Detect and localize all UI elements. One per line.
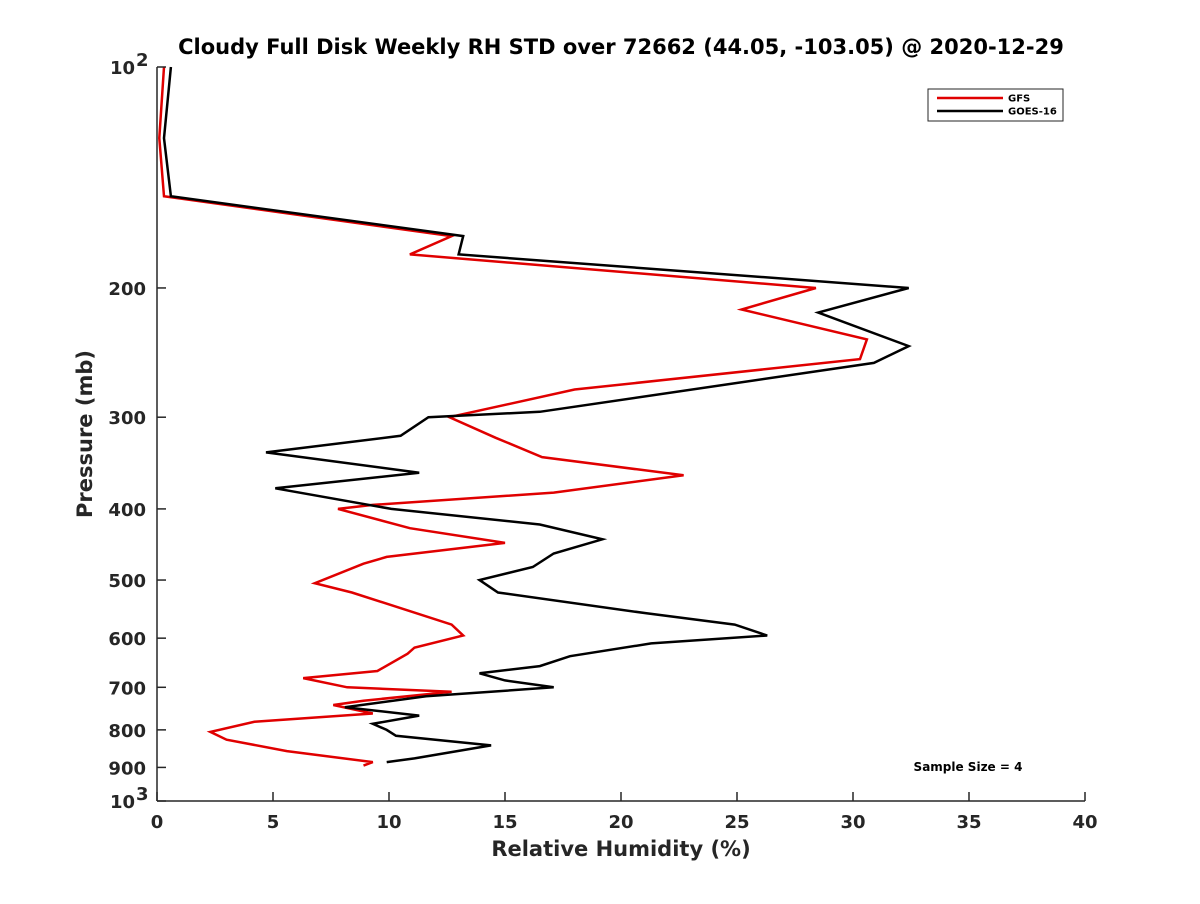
y-tick-label: 800 [108, 721, 146, 742]
y-tick-label: 500 [108, 571, 146, 592]
x-tick-label: 0 [151, 812, 164, 833]
x-axis-ticks: 0 5 10 15 20 25 30 35 40 [151, 792, 1098, 833]
series-line-goes-16 [162, 66, 912, 764]
sample-size-annotation: Sample Size = 4 [914, 760, 1023, 774]
x-tick-label: 40 [1072, 812, 1097, 833]
y-axis-label: Pressure (mb) [73, 350, 97, 518]
legend-box [927, 88, 1064, 122]
legend-label-gfs: GFS [1008, 94, 1030, 105]
y-tick-label: 400 [108, 500, 146, 521]
series-layer [158, 66, 912, 767]
chart-legend: GFS GOES-16 [927, 88, 1064, 122]
y-tick-label: 600 [108, 629, 146, 650]
y-tick-label: 700 [108, 678, 146, 699]
y-tick-label-base: 10 [110, 58, 135, 79]
y-tick-label: 900 [108, 758, 146, 779]
y-tick-label: 200 [108, 279, 146, 300]
y-tick-label-base: 10 [110, 792, 135, 813]
x-tick-label: 25 [724, 812, 749, 833]
y-tick-label: 10 2 [110, 50, 149, 79]
x-tick-label: 35 [956, 812, 981, 833]
y-tick-label-exponent: 3 [136, 784, 149, 805]
x-tick-label: 30 [840, 812, 865, 833]
x-tick-label: 5 [267, 812, 280, 833]
legend-label-goes16: GOES-16 [1008, 107, 1057, 118]
x-tick-label: 10 [376, 812, 401, 833]
y-tick-label-exponent: 2 [136, 50, 149, 71]
x-tick-label: 20 [608, 812, 633, 833]
x-tick-label: 15 [492, 812, 517, 833]
x-axis-label: Relative Humidity (%) [491, 837, 750, 861]
chart-title: Cloudy Full Disk Weekly RH STD over 7266… [178, 35, 1064, 59]
y-tick-label: 10 3 [110, 784, 149, 813]
y-tick-label: 300 [108, 408, 146, 429]
plot-area [157, 67, 1085, 801]
